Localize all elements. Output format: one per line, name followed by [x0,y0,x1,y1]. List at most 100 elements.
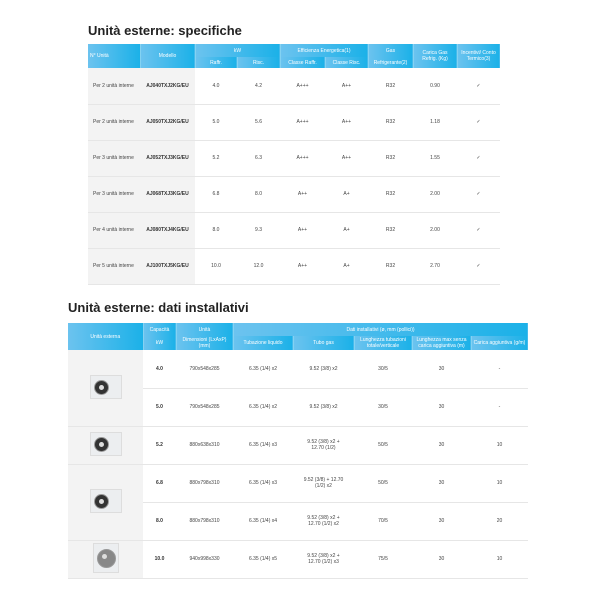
header-risc: Risc. [237,57,281,68]
spec-cell: AJ080TXJ4KG/EU [140,212,195,249]
header-kw: kW [143,336,177,350]
header-incentivi: Incentivi/ Conto Termico(3) [457,44,501,68]
unit-image [68,464,143,541]
install-cell: 9.52 (3/8) x2 + 12.70 (1/2) x2 [293,502,354,541]
install-cell: 30 [412,426,471,465]
spec-row: Per 5 unità interne AJ100TXJ5KG/EU 10.0 12.… [88,248,501,285]
spec-cell: A+ [325,248,369,285]
spec-cell: AJ052TXJ3KG/EU [140,140,195,177]
install-cell: 70/5 [354,502,412,541]
header-refrigerante: Refrigerante(2) [368,57,414,68]
install-cell: 6.35 (1/4) x3 [233,464,293,503]
spec-cell: 2.00 [413,176,458,213]
spec-cell: A++ [280,248,326,285]
spec-cell: 8.0 [195,212,237,249]
spec-cell: AJ040TXJ2KG/EU [140,68,195,105]
install-cell: 8.0 [143,502,176,541]
spec-cell: A+++ [280,140,326,177]
install-cell: 10 [471,540,529,579]
spec-cell: ✓ [457,68,501,105]
install-cell: 940x998x330 [176,540,233,579]
spec-cell: 1.18 [413,104,458,141]
spec-table: N° Unità Modello kW Efficienza Energetic… [88,44,501,285]
install-cell: 790x548x285 [176,388,233,427]
install-cell: 30 [412,540,471,579]
spec-cell: R32 [368,104,414,141]
install-cell: 30 [412,388,471,427]
spec-cell: R32 [368,248,414,285]
install-cell: 50/5 [354,426,412,465]
install-cell: 30 [412,502,471,541]
spec-cell: AJ100TXJ5KG/EU [140,248,195,285]
spec-cell: A++ [325,140,369,177]
unit-image [68,350,143,427]
header-carica: Carica Gas Refrig. (Kg) [413,44,458,68]
spec-cell: R32 [368,140,414,177]
install-cell: 6.35 (1/4) x5 [233,540,293,579]
spec-cell: 9.3 [237,212,281,249]
install-cell: 9.52 (3/8) x2 + 12.70 (1/2) [293,426,354,465]
outdoor-unit-icon [89,374,122,399]
outdoor-unit-icon [92,543,119,573]
spec-cell: AJ068TXJ3KG/EU [140,176,195,213]
install-cell: 10 [471,426,529,465]
header-lunghezza-max: Lunghezza max senza carica aggiuntiva (m… [412,336,472,350]
header-raffr: Raffr. [195,57,238,68]
header-classe-risc: Classe Risc. [325,57,369,68]
install-row: 8.0 880x798x310 6.35 (1/4) x4 9.52 (3/8) x2… [68,502,529,541]
spec-cell: 2.70 [413,248,458,285]
install-cell: - [471,350,529,389]
unit-image [68,426,143,465]
outdoor-unit-icon [89,432,122,456]
spec-cell: 5.2 [195,140,237,177]
spec-cell: 4.0 [195,68,237,105]
install-row: 4.0 790x548x285 6.35 (1/4) x2 9.52 (3/8) x2… [68,350,529,427]
header-dimensioni: Dimensioni (LxAxP) (mm) [176,336,234,350]
spec-cell: A+++ [280,104,326,141]
install-cell: 75/5 [354,540,412,579]
spec-cell: 8.0 [237,176,281,213]
install-row: 5.2 880x638x310 6.35 (1/4) x3 9.52 (3/8) x2… [68,426,529,465]
spec-cell: A+ [325,212,369,249]
spec-cell: 12.0 [237,248,281,285]
install-cell: 30/5 [354,350,412,389]
spec-cell: Per 2 unità interne [88,104,140,141]
install-cell: 880x798x310 [176,502,233,541]
install-cell: 6.35 (1/4) x2 [233,350,293,389]
spec-cell: 5.6 [237,104,281,141]
spec-row: Per 3 unità interne AJ068TXJ3KG/EU 6.8 8.0 A… [88,176,501,213]
install-cell: 10.0 [143,540,176,579]
spec-cell: A+ [325,176,369,213]
spec-cell: 4.2 [237,68,281,105]
install-cell: 6.35 (1/4) x4 [233,502,293,541]
spec-row: Per 2 unità interne AJ040TXJ2KG/EU 4.0 4.2 A… [88,68,501,105]
install-cell: 790x548x285 [176,350,233,389]
header-gas: Gas [368,44,414,57]
header-unita-esterna: Unità esterna [68,323,144,350]
header-efficienza: Efficienza Energetica(1) [280,44,369,57]
spec-cell: A++ [325,104,369,141]
spec-cell: R32 [368,176,414,213]
install-cell: 30/5 [354,388,412,427]
spec-cell: ✓ [457,176,501,213]
install-cell: 50/5 [354,464,412,503]
install-title: Unità esterne: dati installativi [68,300,249,315]
install-row: 6.8 880x798x310 6.35 (1/4) x3 9.52 (3/8) + … [68,464,529,541]
spec-cell: 6.3 [237,140,281,177]
header-unita: Unità [176,323,234,336]
header-carica: Carica aggiuntiva (g/m) [471,336,529,350]
install-cell: 30 [412,350,471,389]
spec-row: Per 3 unità interne AJ052TXJ3KG/EU 5.2 6.3 A… [88,140,501,177]
install-row: 10.0 940x998x330 6.35 (1/4) x5 9.52 (3/8) x… [68,540,529,579]
install-row: 5.0 790x548x285 6.35 (1/4) x2 9.52 (3/8) x2… [68,388,529,427]
install-cell: 10 [471,464,529,503]
spec-cell: A+++ [280,68,326,105]
spec-cell: 2.00 [413,212,458,249]
spec-cell: 6.8 [195,176,237,213]
spec-row: Per 2 unità interne AJ050TXJ2KG/EU 5.0 5.6 A… [88,104,501,141]
spec-cell: ✓ [457,212,501,249]
install-cell: 880x798x310 [176,464,233,503]
spec-cell: ✓ [457,104,501,141]
spec-cell: 10.0 [195,248,237,285]
header-capacita: Capacità [143,323,177,336]
